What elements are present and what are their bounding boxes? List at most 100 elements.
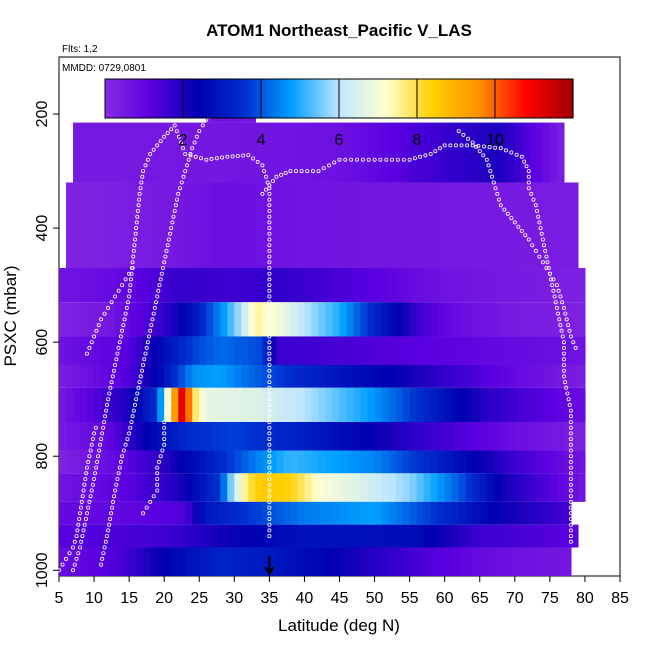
track-point	[71, 545, 76, 550]
heatmap-cell	[157, 336, 165, 365]
heatmap-cell	[143, 122, 151, 183]
track-point	[267, 288, 272, 293]
heatmap-cell	[563, 182, 572, 269]
heatmap-cell	[367, 473, 376, 502]
x-tick-label: 80	[576, 590, 594, 607]
track-point	[568, 459, 573, 464]
heatmap-cell	[514, 422, 523, 451]
heatmap-cell	[367, 364, 376, 388]
track-point	[155, 482, 160, 487]
heatmap-cell	[101, 336, 109, 365]
heatmap-cell	[234, 387, 242, 423]
heatmap-cell	[171, 450, 179, 474]
heatmap-cell	[311, 302, 320, 337]
track-point	[166, 237, 171, 242]
heatmap-cell	[248, 122, 256, 183]
heatmap-cell	[528, 336, 537, 365]
track-point	[538, 226, 543, 231]
colorbar-swatch	[276, 79, 282, 118]
heatmap-cell	[430, 450, 439, 474]
track-point	[423, 153, 428, 158]
track-point	[102, 545, 107, 550]
heatmap-cell	[528, 268, 537, 303]
heatmap-cell	[157, 302, 165, 337]
heatmap-cell	[409, 501, 418, 525]
heatmap-cell	[248, 336, 256, 365]
heatmap-cell	[136, 336, 144, 365]
heatmap-cell	[374, 122, 383, 183]
heatmap-cell	[87, 268, 95, 303]
colorbar-swatch	[237, 79, 243, 118]
heatmap-cell	[318, 524, 327, 548]
track-point	[476, 143, 481, 148]
heatmap-cell	[388, 364, 397, 388]
track-point	[81, 528, 86, 533]
heatmap-cell	[500, 268, 509, 303]
heatmap-cell	[283, 302, 292, 337]
track-point	[86, 505, 91, 510]
heatmap-cell	[248, 387, 256, 423]
track-point	[152, 305, 157, 310]
track-point	[568, 494, 573, 499]
heatmap-cell	[73, 473, 81, 502]
heatmap-cell	[220, 547, 228, 576]
colorbar-swatch	[214, 79, 219, 118]
track-point	[568, 414, 573, 419]
heatmap-cell	[493, 302, 502, 337]
heatmap-cell	[304, 302, 313, 337]
heatmap-cell	[269, 302, 277, 337]
track-point	[113, 488, 118, 493]
track-point	[448, 143, 453, 148]
heatmap-cell	[213, 182, 221, 269]
heatmap-cell	[178, 182, 186, 269]
heatmap-cell	[451, 268, 460, 303]
heatmap-cell	[465, 336, 474, 365]
heatmap-cell	[528, 364, 537, 388]
heatmap-cell	[164, 473, 172, 502]
track-point	[568, 334, 573, 339]
heatmap-cell	[423, 547, 432, 576]
track-point	[524, 164, 529, 169]
heatmap-cell	[479, 524, 488, 548]
heatmap-cell	[332, 302, 341, 337]
heatmap-cell	[101, 547, 109, 576]
heatmap-cell	[570, 302, 579, 337]
heatmap-cell	[325, 336, 334, 365]
heatmap-cell	[199, 122, 207, 183]
heatmap-cell	[367, 547, 376, 576]
colorbar-swatch	[194, 79, 200, 118]
track-point	[305, 169, 310, 174]
heatmap-cell	[416, 450, 425, 474]
heatmap-cell	[304, 524, 313, 548]
colorbar-swatch	[393, 79, 399, 118]
latitude-marker	[264, 556, 275, 577]
track-point	[267, 442, 272, 447]
heatmap-cell	[465, 302, 474, 337]
track-point	[267, 197, 272, 202]
heatmap-cell	[500, 387, 509, 423]
heatmap-cell	[521, 422, 530, 451]
heatmap-cell	[122, 450, 130, 474]
heatmap-cell	[185, 302, 193, 337]
heatmap-cell	[80, 547, 88, 576]
track-point	[100, 431, 105, 436]
heatmap-cell	[318, 387, 327, 423]
heatmap-cell	[94, 501, 102, 525]
heatmap-cell	[297, 501, 306, 525]
heatmap-cell	[311, 524, 320, 548]
heatmap-cell	[563, 547, 572, 576]
heatmap-cell	[269, 547, 277, 576]
heatmap-cell	[206, 422, 214, 451]
track-point	[162, 442, 167, 447]
track-point	[127, 271, 132, 276]
heatmap-cell	[535, 182, 544, 269]
track-point	[267, 214, 272, 219]
track-point	[169, 127, 174, 132]
heatmap-cell	[122, 387, 130, 423]
track-point	[461, 132, 466, 137]
heatmap-cell	[339, 302, 348, 337]
colorbar-swatch	[452, 79, 457, 118]
colorbar-swatch	[120, 79, 126, 118]
track-point	[149, 323, 154, 328]
heatmap-cell	[108, 336, 116, 365]
